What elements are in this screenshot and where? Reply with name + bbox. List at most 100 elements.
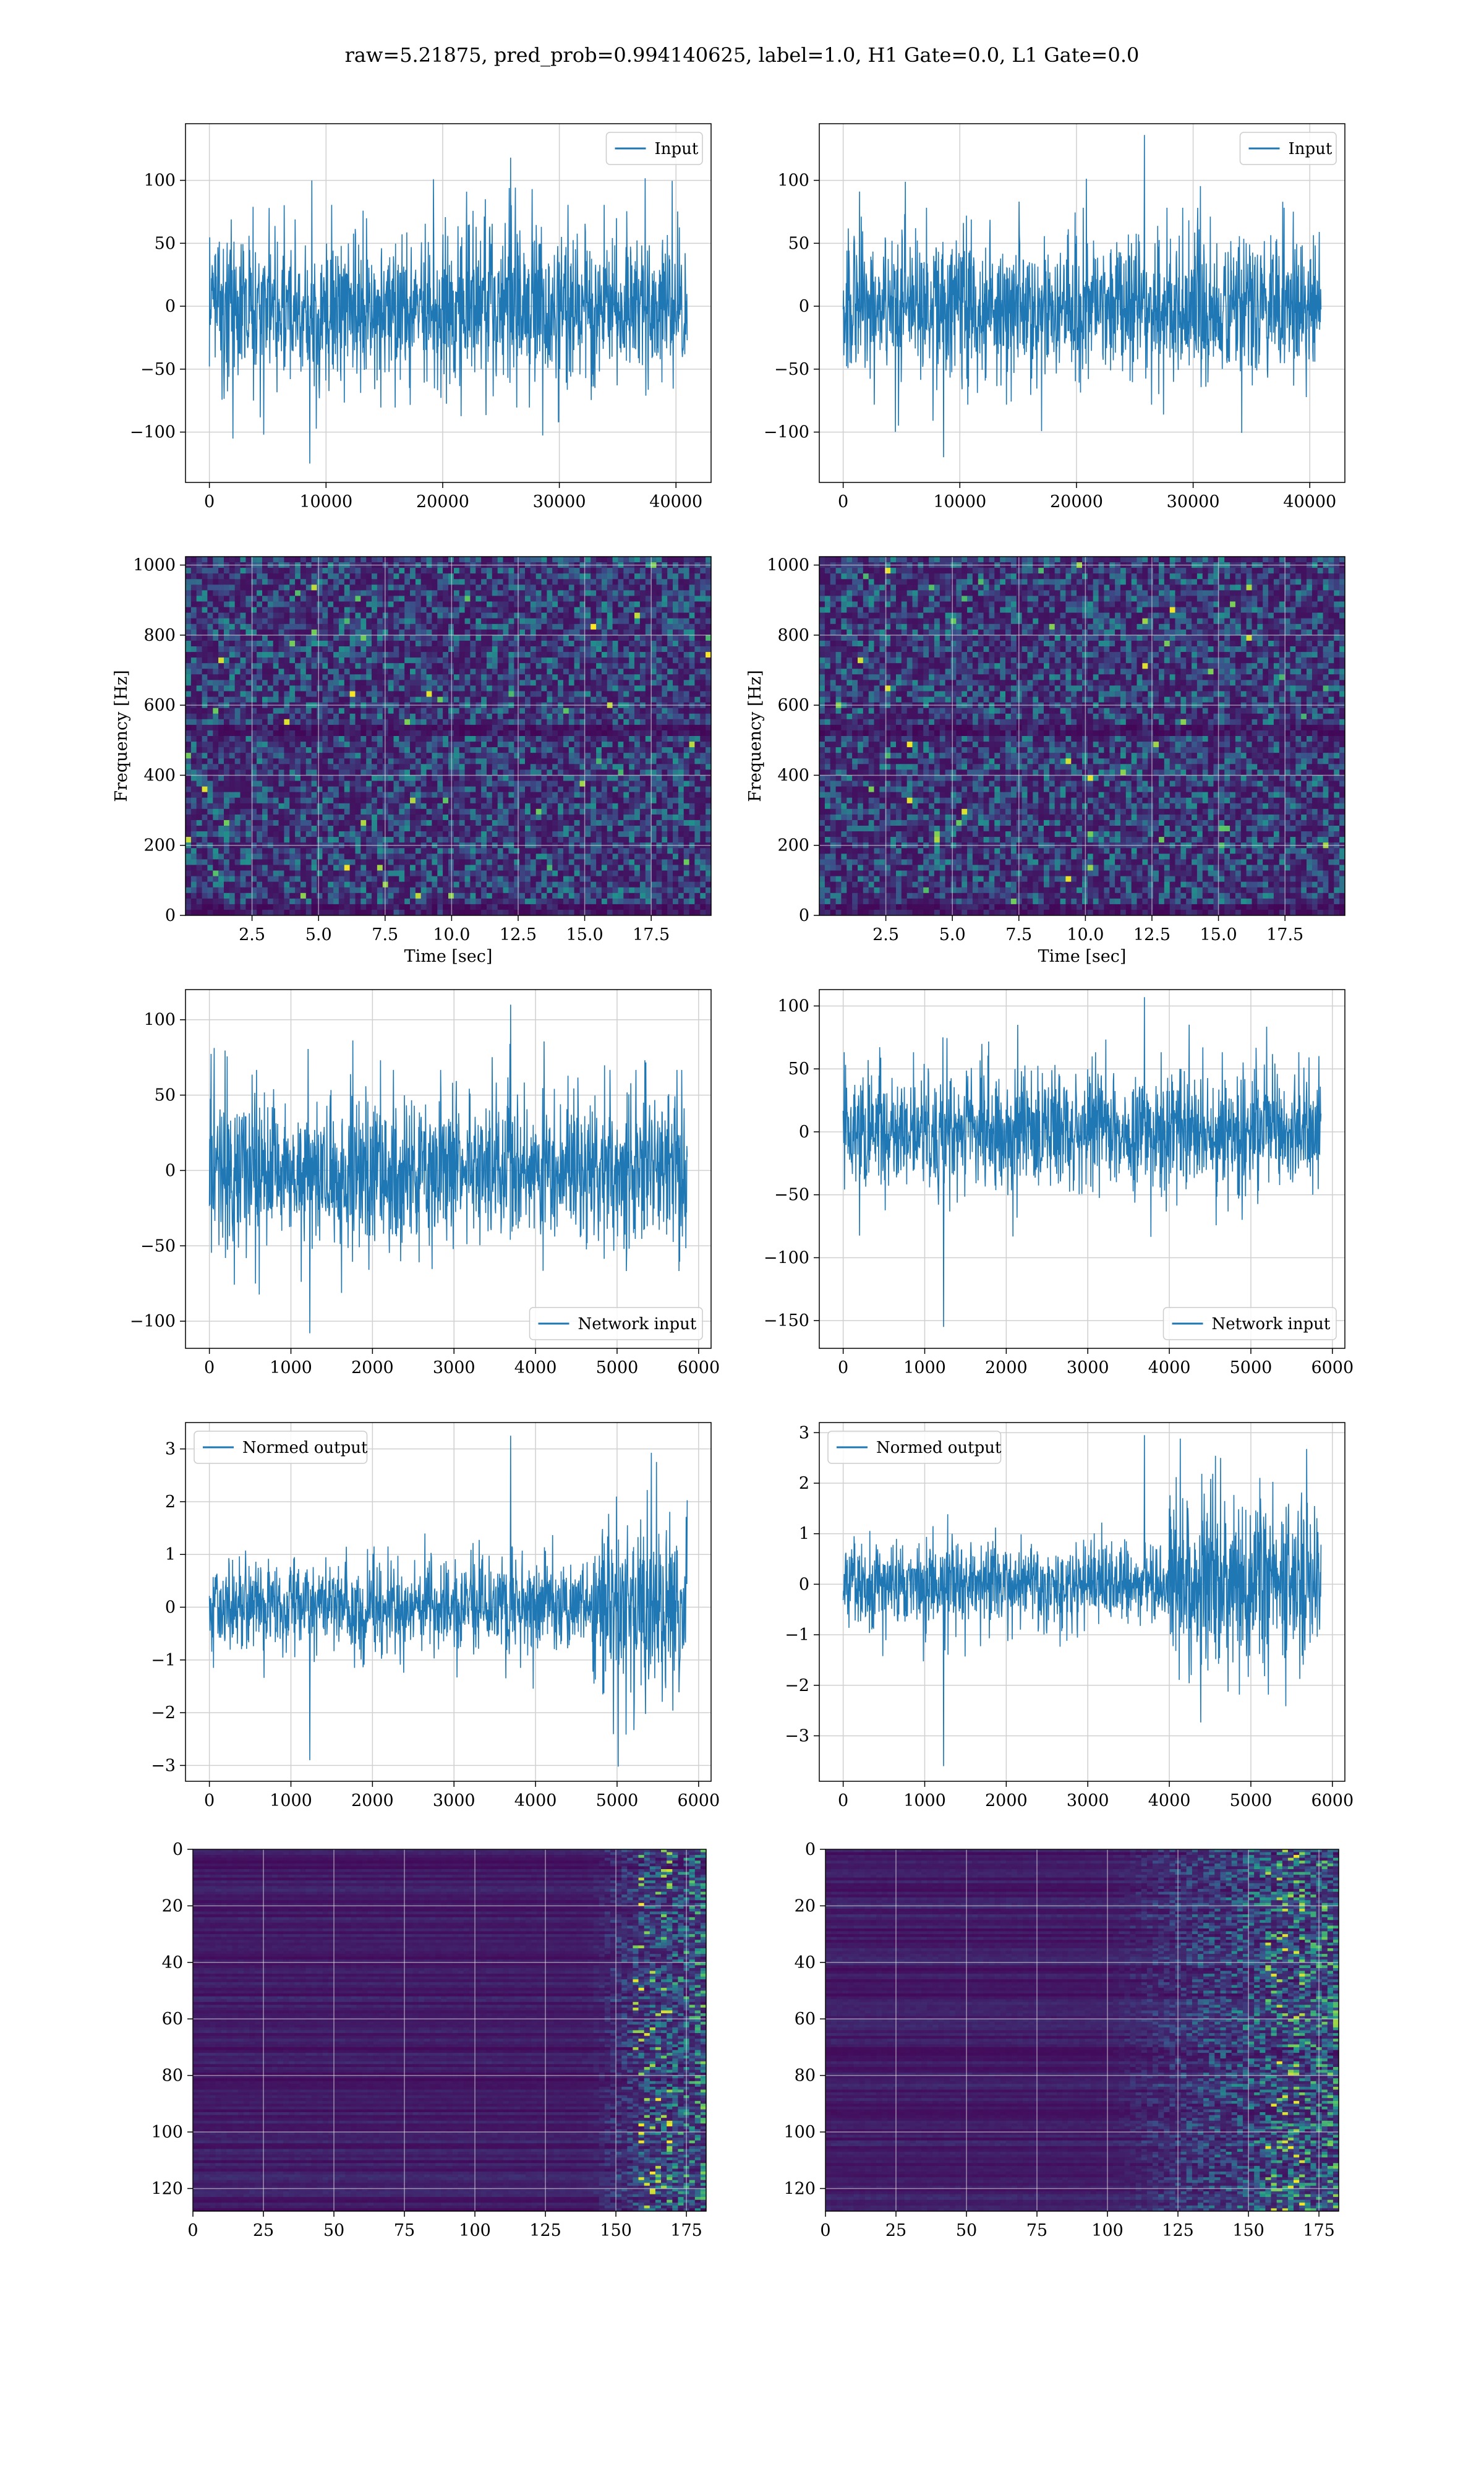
- heatmap-cells: [825, 1849, 1339, 2211]
- y-tick-label: 0: [165, 297, 176, 316]
- x-tick-label: 1000: [270, 1358, 312, 1377]
- x-tick-label: 30000: [1167, 492, 1220, 511]
- axes-frame: [819, 1422, 1345, 1782]
- y-tick-label: 600: [143, 696, 176, 715]
- y-tick-label: 100: [777, 996, 809, 1016]
- series-line-norm-l1: [842, 1435, 1322, 1766]
- x-tick-label: 12.5: [500, 925, 537, 944]
- y-tick-label: 400: [143, 766, 176, 785]
- y-tick-label: 0: [799, 906, 809, 925]
- legend-frame: [529, 1307, 703, 1340]
- panel-spec-h1: 2.5 5.0 7.5 10.0 12.5 15.0 17.5 0 200 400 600 800 10…: [112, 556, 712, 966]
- axes-frame: [185, 123, 712, 483]
- y-tick-label: 120: [151, 2179, 183, 2198]
- x-tick-label: 75: [394, 2221, 415, 2240]
- y-tick-label: 100: [783, 2123, 816, 2142]
- x-tick-label: 5.0: [305, 925, 332, 944]
- y-tick-label: 600: [777, 696, 809, 715]
- x-tick-label: 25: [253, 2221, 274, 2240]
- x-tick-label: 7.5: [1005, 925, 1032, 944]
- legend: Normed output: [827, 1431, 1002, 1464]
- x-tick-label: 2.5: [239, 925, 265, 944]
- x-axis-label: Time [sec]: [1038, 947, 1127, 966]
- x-tick-label: 10.0: [1067, 925, 1104, 944]
- panel-norm-h1: Normed output 0 1000 2000 3000 4000 5000 6000 −3…: [151, 1422, 720, 1810]
- x-tick-label: 5000: [596, 1358, 639, 1377]
- y-tick-label: −100: [764, 1248, 809, 1267]
- y-tick-label: 800: [143, 626, 176, 645]
- series-line-net-l1: [842, 997, 1322, 1327]
- legend: Normed output: [194, 1431, 368, 1464]
- y-tick-label: −1: [151, 1651, 176, 1670]
- x-tick-label: 3000: [1067, 1791, 1109, 1810]
- y-tick-label: −100: [764, 423, 809, 442]
- y-tick-label: −100: [130, 1312, 176, 1331]
- y-tick-label: 200: [777, 836, 809, 855]
- series-line-net-h1: [208, 1004, 688, 1333]
- legend: Network input: [529, 1307, 703, 1340]
- x-tick-label: 100: [459, 2221, 491, 2240]
- y-tick-label: −150: [764, 1311, 809, 1330]
- heatmap-cells: [186, 557, 711, 915]
- legend-label: Normed output: [876, 1439, 1002, 1457]
- x-tick-label: 40000: [1283, 492, 1336, 511]
- x-tick-label: 0: [204, 492, 215, 511]
- y-tick-label: 1000: [133, 556, 176, 575]
- x-tick-label: 4000: [514, 1358, 557, 1377]
- axes-frame: [819, 556, 1345, 916]
- y-tick-label: 50: [788, 234, 809, 253]
- y-tick-label: 100: [777, 171, 809, 190]
- x-tick-label: 25: [885, 2221, 906, 2240]
- heatmap-cells: [193, 1849, 706, 2211]
- x-tick-label: 0: [187, 2221, 198, 2240]
- y-tick-label: 120: [783, 2179, 816, 2198]
- x-tick-label: 5.0: [939, 925, 966, 944]
- x-tick-label: 2000: [351, 1791, 394, 1810]
- y-tick-label: −50: [774, 1186, 809, 1205]
- x-tick-label: 3000: [433, 1358, 475, 1377]
- legend-frame: [1162, 1307, 1337, 1340]
- x-tick-label: 175: [1303, 2221, 1335, 2240]
- y-tick-label: 20: [162, 1896, 183, 1915]
- x-tick-label: 4000: [1148, 1791, 1191, 1810]
- x-tick-label: 3000: [433, 1791, 475, 1810]
- y-tick-label: 800: [777, 626, 809, 645]
- axes-frame: [192, 1849, 707, 2212]
- legend: Input: [605, 132, 703, 165]
- y-tick-label: 50: [155, 1086, 176, 1105]
- x-tick-label: 125: [1162, 2221, 1194, 2240]
- x-axis-label: Time [sec]: [404, 947, 493, 966]
- x-tick-label: 15.0: [566, 925, 603, 944]
- legend-label: Network input: [578, 1315, 697, 1333]
- y-tick-label: −50: [140, 1236, 176, 1256]
- x-tick-label: 6000: [677, 1358, 720, 1377]
- y-tick-label: 40: [162, 1953, 183, 1972]
- y-tick-label: 3: [165, 1440, 176, 1459]
- x-tick-label: 2000: [351, 1358, 394, 1377]
- y-tick-label: 60: [795, 2010, 816, 2029]
- y-tick-label: −3: [785, 1726, 809, 1745]
- y-tick-label: 3: [799, 1423, 809, 1442]
- x-tick-label: 0: [838, 1791, 848, 1810]
- y-tick-label: −3: [151, 1756, 176, 1775]
- axes-frame: [185, 556, 712, 916]
- y-tick-label: 0: [165, 1161, 176, 1180]
- x-tick-label: 6000: [1311, 1791, 1354, 1810]
- series-line-input-l1: [842, 135, 1322, 458]
- x-tick-label: 125: [529, 2221, 561, 2240]
- x-tick-label: 0: [204, 1791, 215, 1810]
- x-tick-label: 5000: [596, 1791, 639, 1810]
- x-tick-label: 50: [323, 2221, 344, 2240]
- x-tick-label: 40000: [649, 492, 702, 511]
- legend-frame: [194, 1431, 368, 1464]
- x-tick-label: 1000: [903, 1358, 946, 1377]
- y-tick-label: 0: [165, 906, 176, 925]
- y-tick-label: 40: [795, 1953, 816, 1972]
- x-tick-label: 150: [600, 2221, 632, 2240]
- series-line-input-h1: [208, 157, 688, 464]
- panel-feat-l1: 0 25 50 75 100 125 150 175 0 20 40 60 80 100 120: [783, 1840, 1339, 2240]
- series-line-norm-h1: [208, 1436, 688, 1767]
- x-tick-label: 0: [820, 2221, 830, 2240]
- y-tick-label: 200: [143, 836, 176, 855]
